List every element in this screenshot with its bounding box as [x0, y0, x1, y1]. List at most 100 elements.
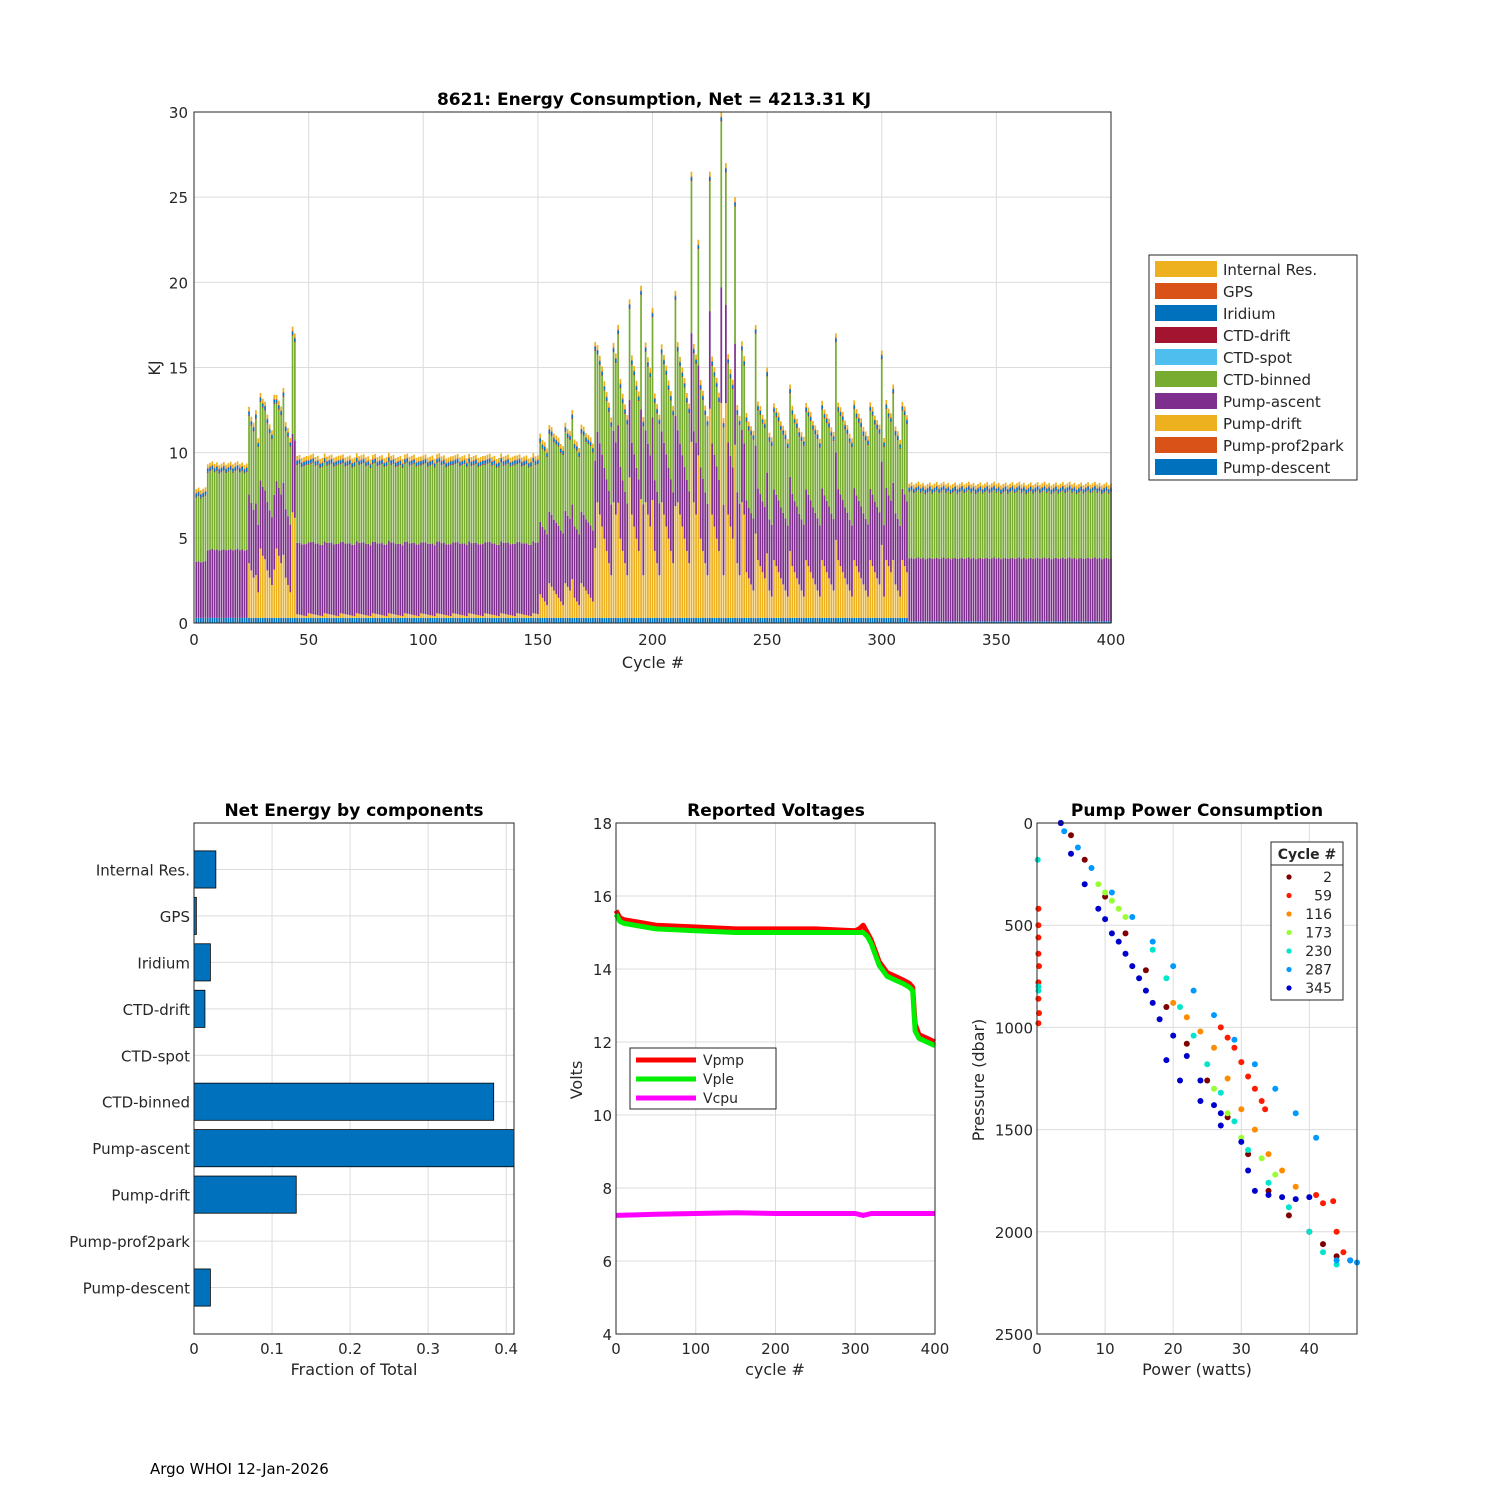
bar-internal-res — [665, 365, 668, 371]
bar-iridium — [1016, 487, 1018, 491]
bar-pump-ascent — [741, 430, 743, 503]
bar-pump-descent — [463, 617, 466, 623]
bar-pump-descent — [681, 617, 684, 623]
bar-pump-descent — [1004, 621, 1007, 623]
energy-y-tick-label: 30 — [169, 104, 188, 122]
bar-pump-drift — [289, 592, 292, 618]
bar-ctd-binned — [525, 464, 528, 544]
bar-pump-drift — [743, 514, 746, 618]
bar-ctd-binned — [988, 493, 991, 559]
bar-ctd-drift — [669, 399, 672, 401]
bar-gps — [743, 360, 746, 362]
bar-internal-res — [330, 454, 333, 459]
pump-power-point-cycle-116 — [1292, 1183, 1299, 1190]
bar-iridium — [500, 458, 503, 462]
bar-gps — [798, 431, 801, 433]
bar-internal-res — [316, 455, 319, 460]
bar-ctd-binned — [931, 493, 934, 559]
bar-pump-drift — [592, 601, 594, 618]
energy-y-tick-label: 25 — [169, 189, 188, 207]
bar-iridium — [938, 489, 940, 493]
bar-ctd-binned — [472, 464, 475, 543]
bar-pump-descent — [1000, 621, 1002, 623]
bar-iridium — [702, 396, 704, 400]
bar-ctd-binned — [1013, 493, 1016, 559]
bar-pump-drift — [417, 616, 420, 618]
voltages-legend-label: Vpmp — [703, 1053, 744, 1069]
bar-pump-descent — [713, 617, 716, 623]
bar-pump-drift — [658, 575, 661, 618]
bar-internal-res — [266, 414, 269, 419]
bar-ctd-binned — [493, 464, 496, 544]
bar-pump-ascent — [901, 488, 904, 561]
bar-pump-descent — [1082, 621, 1085, 623]
bar-ctd-drift — [990, 490, 993, 492]
bar-iridium — [821, 405, 824, 409]
bar-pump-ascent — [277, 487, 280, 556]
bar-pump-drift — [860, 578, 862, 618]
bar-pump-descent — [546, 617, 548, 623]
net-energy-title: Net Energy by components — [224, 801, 483, 821]
bar-internal-res — [456, 454, 459, 459]
bar-pump-drift — [282, 554, 285, 618]
bar-pump-descent — [1025, 621, 1028, 623]
bar-pump-drift — [883, 596, 885, 618]
bar-gps — [867, 440, 869, 442]
bar-ctd-drift — [429, 464, 431, 466]
bar-internal-res — [1002, 484, 1005, 488]
bar-internal-res — [1087, 482, 1089, 486]
bar-pump-drift — [679, 514, 681, 618]
bar-ctd-drift — [802, 444, 805, 446]
bar-pump-drift — [277, 555, 280, 618]
bar-ctd-binned — [1078, 492, 1080, 559]
bar-ctd-binned — [383, 467, 386, 545]
pump-power-point-cycle-345 — [1217, 1122, 1224, 1129]
bar-internal-res — [298, 454, 301, 460]
bar-pump-drift — [619, 538, 622, 618]
bar-ctd-drift — [1000, 493, 1002, 494]
bar-internal-res — [699, 380, 702, 385]
bar-internal-res — [887, 408, 890, 413]
bar-pump-ascent — [218, 550, 221, 618]
bar-pump-drift — [252, 577, 255, 618]
bar-pump-descent — [890, 617, 892, 623]
bar-pump-ascent — [702, 479, 704, 551]
bar-ctd-binned — [880, 359, 883, 462]
bar-gps — [874, 419, 876, 421]
bar-ctd-drift — [204, 494, 207, 496]
bar-iridium — [502, 461, 505, 465]
bar-pump-descent — [344, 617, 347, 623]
bar-pump-ascent — [718, 479, 720, 551]
bar-iridium — [388, 457, 390, 461]
bar-iridium — [814, 430, 817, 434]
bar-ctd-binned — [720, 121, 723, 288]
bar-internal-res — [644, 342, 647, 348]
bar-ctd-drift — [559, 451, 562, 453]
bar-iridium — [931, 489, 934, 493]
bar-pump-descent — [383, 617, 386, 623]
bar-iridium — [1009, 488, 1011, 492]
pump-power-point-cycle-230 — [1320, 1249, 1326, 1256]
bar-gps — [667, 385, 670, 386]
bar-iridium — [832, 436, 835, 440]
bar-gps — [259, 397, 262, 398]
bar-gps — [929, 486, 931, 487]
bar-iridium — [1073, 487, 1076, 491]
bar-ctd-drift — [417, 464, 420, 466]
bar-gps — [589, 441, 592, 443]
bar-ctd-binned — [1029, 490, 1032, 558]
net-energy-category-label: Pump-prof2park — [69, 1233, 190, 1251]
bar-ctd-binned — [328, 464, 331, 543]
bar-internal-res — [1011, 482, 1014, 486]
bar-gps — [456, 458, 459, 460]
bar-pump-ascent — [690, 333, 693, 442]
bar-pump-descent — [351, 617, 354, 623]
bar-iridium — [901, 406, 904, 410]
bar-ctd-drift — [1087, 489, 1089, 491]
bar-ctd-drift — [734, 205, 736, 207]
bar-pump-descent — [216, 617, 218, 623]
bar-pump-descent — [816, 617, 819, 623]
bar-pump-drift — [713, 526, 716, 618]
bar-pump-drift — [323, 613, 326, 618]
bar-internal-res — [252, 422, 255, 427]
